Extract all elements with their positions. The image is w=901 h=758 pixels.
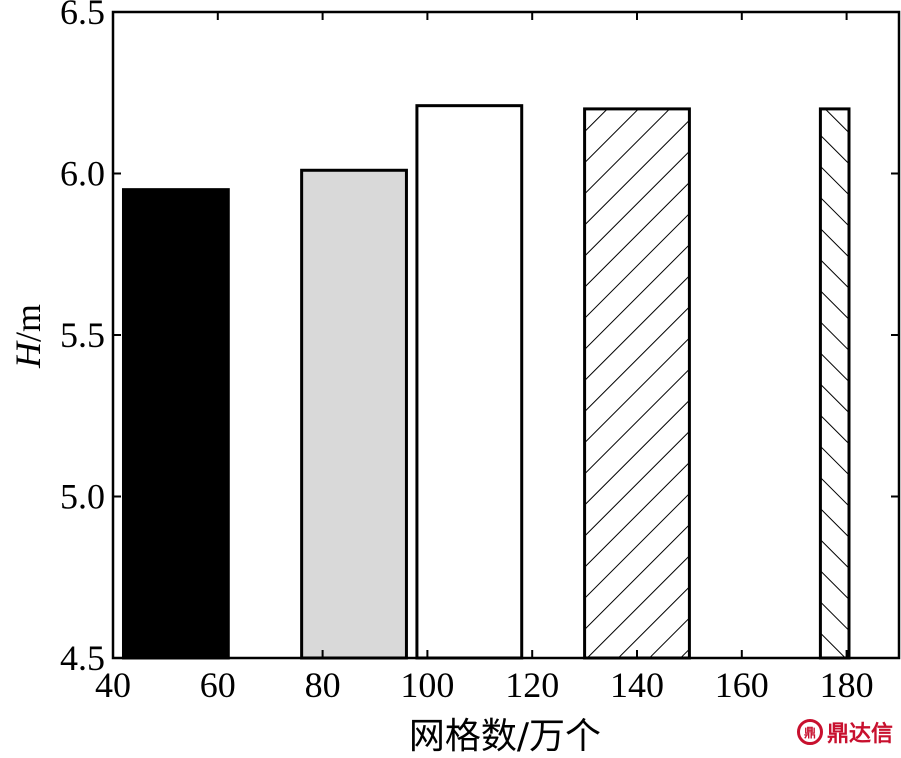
watermark-logo-icon: 鼎 [796,719,823,745]
bar-5 [818,107,851,660]
y-axis-title-unit: /m [8,304,48,342]
y-axis-title-symbol: H [8,340,48,369]
y-tick-label: 6.0 [60,154,105,194]
bar-1 [121,188,230,660]
y-tick-label: 5.5 [60,315,105,355]
watermark-text: 鼎达信 [826,722,893,747]
x-tick-label: 180 [820,665,874,705]
x-tick-label: 100 [400,665,454,705]
y-tick-label: 5.0 [60,477,105,517]
bars-layer [121,104,851,660]
y-tick-label: 6.5 [60,0,105,32]
bar-2 [300,168,408,660]
x-tick-label: 160 [715,665,769,705]
y-tick-label: 4.5 [60,638,105,678]
x-axis-title: 网格数/万个 [409,716,601,757]
x-tick-label: 40 [95,665,131,705]
x-tick-label: 120 [505,665,559,705]
bar-3 [415,104,524,660]
bar-4 [583,107,691,660]
y-axis: 4.5 5.0 5.5 6.0 6.5 [60,0,899,678]
watermark: 鼎 鼎达信 [796,716,893,748]
x-axis: 40 60 80 100 120 140 160 180 [95,12,874,705]
y-axis-title: H/m [8,304,48,369]
x-tick-label: 60 [200,665,236,705]
x-tick-label: 140 [610,665,664,705]
x-tick-label: 80 [305,665,341,705]
